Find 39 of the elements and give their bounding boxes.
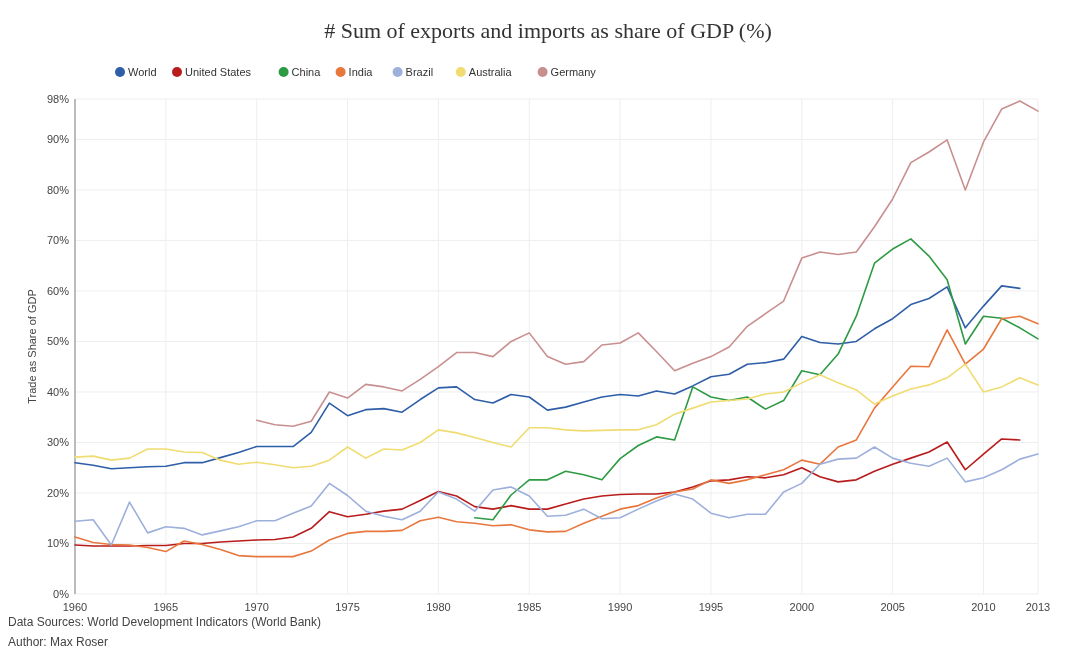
y-tick-label: 40% xyxy=(46,385,70,398)
legend-label: United States xyxy=(185,66,252,78)
x-tick-label: 1995 xyxy=(698,601,724,613)
y-axis-title: Trade as Share of GDP xyxy=(26,289,38,404)
legend-label: Germany xyxy=(550,66,597,78)
y-tick-label: 90% xyxy=(46,133,70,146)
line-series xyxy=(255,100,1039,428)
y-tick-label: 30% xyxy=(46,436,70,449)
line-series xyxy=(74,285,1021,470)
x-tick-label: 1990 xyxy=(607,601,633,613)
y-tick-label: 60% xyxy=(46,284,70,297)
x-tick-label: 2005 xyxy=(880,601,905,613)
x-tick-label: 1975 xyxy=(335,601,360,613)
y-tick-label: 10% xyxy=(46,537,70,550)
legend-label: World xyxy=(128,66,157,78)
text: Data Sources: World Development Indicators (World Bank) xyxy=(8,615,322,629)
y-tick-label: 80% xyxy=(46,183,70,196)
x-tick-label: 1970 xyxy=(244,601,269,613)
y-tick-label: 50% xyxy=(46,335,70,348)
x-tick-label: 1980 xyxy=(426,601,451,613)
line-series xyxy=(473,238,1039,521)
x-tick-label: 1965 xyxy=(153,601,179,613)
legend-label: Brazil xyxy=(405,66,434,78)
y-tick-label: 70% xyxy=(46,234,70,247)
line-series xyxy=(74,363,1039,469)
chart-title: # Sum of exports and imports as share of GDP (%) xyxy=(324,18,772,43)
y-tick-label: 20% xyxy=(46,486,70,499)
x-tick-label: 1960 xyxy=(62,601,88,613)
legend-label: India xyxy=(348,66,374,78)
legend-label: Australia xyxy=(468,66,513,78)
x-tick-label: 2013 xyxy=(1025,601,1051,613)
line-series xyxy=(74,315,1039,558)
legend-label: China xyxy=(291,66,322,78)
text: Author: Max Roser xyxy=(8,635,109,649)
x-tick-label: 2000 xyxy=(789,601,815,613)
x-tick-label: 2010 xyxy=(971,601,996,613)
y-tick-label: 98% xyxy=(46,93,70,105)
x-tick-label: 1985 xyxy=(517,601,542,613)
y-tick-label: 0% xyxy=(53,588,70,600)
